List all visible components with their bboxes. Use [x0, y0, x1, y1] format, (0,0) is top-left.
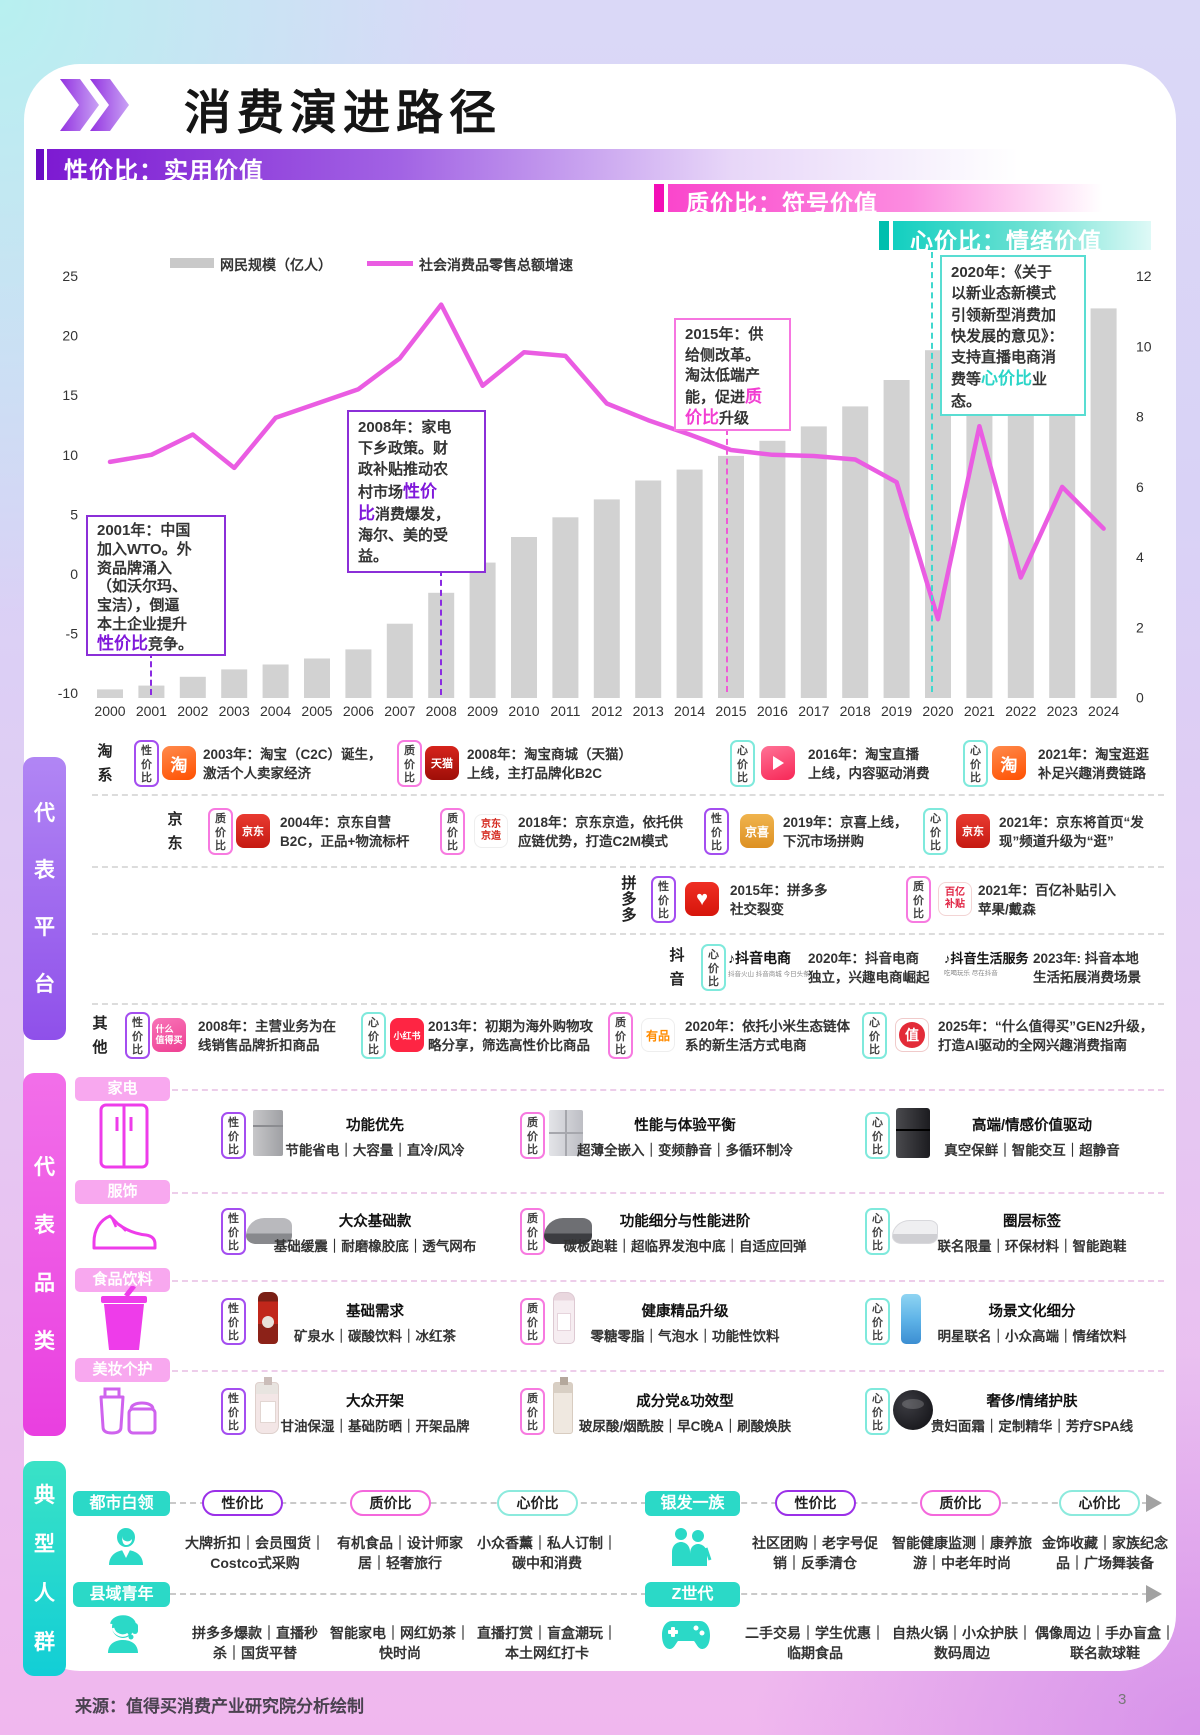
svg-text:2001: 2001 — [136, 703, 167, 719]
svg-text:2021: 2021 — [964, 703, 995, 719]
svg-text:25: 25 — [62, 268, 78, 284]
svg-text:2003: 2003 — [219, 703, 250, 719]
svg-text:10: 10 — [62, 447, 78, 463]
svg-text:-5: -5 — [66, 626, 79, 642]
svg-text:2002: 2002 — [177, 703, 208, 719]
svg-text:2005: 2005 — [301, 703, 332, 719]
svg-text:2006: 2006 — [343, 703, 374, 719]
svg-text:2024: 2024 — [1088, 703, 1119, 719]
svg-text:0: 0 — [70, 566, 78, 582]
svg-text:社会消费品零售总额增速: 社会消费品零售总额增速 — [418, 257, 573, 273]
svg-text:5: 5 — [70, 506, 78, 522]
svg-text:2012: 2012 — [591, 703, 622, 719]
svg-text:15: 15 — [62, 387, 78, 403]
svg-text:2018: 2018 — [840, 703, 871, 719]
svg-text:2019: 2019 — [881, 703, 912, 719]
svg-text:2023: 2023 — [1047, 703, 1078, 719]
svg-text:2016: 2016 — [757, 703, 788, 719]
svg-text:2007: 2007 — [384, 703, 415, 719]
svg-text:2015: 2015 — [715, 703, 746, 719]
svg-text:2017: 2017 — [798, 703, 829, 719]
svg-text:2009: 2009 — [467, 703, 498, 719]
svg-text:2: 2 — [1136, 619, 1144, 635]
svg-text:20: 20 — [62, 328, 78, 344]
svg-text:-10: -10 — [58, 685, 78, 701]
svg-text:2008: 2008 — [426, 703, 457, 719]
svg-text:2010: 2010 — [508, 703, 539, 719]
svg-text:6: 6 — [1136, 479, 1144, 495]
svg-text:网民规模（亿人）: 网民规模（亿人） — [220, 257, 332, 273]
svg-text:10: 10 — [1136, 338, 1152, 354]
svg-text:2000: 2000 — [94, 703, 125, 719]
svg-text:8: 8 — [1136, 409, 1144, 425]
svg-text:2011: 2011 — [550, 703, 580, 719]
svg-text:2013: 2013 — [633, 703, 664, 719]
svg-text:2014: 2014 — [674, 703, 705, 719]
svg-text:2020: 2020 — [922, 703, 953, 719]
svg-text:4: 4 — [1136, 549, 1144, 565]
svg-text:12: 12 — [1136, 268, 1152, 284]
svg-text:2022: 2022 — [1005, 703, 1036, 719]
svg-text:0: 0 — [1136, 690, 1144, 706]
svg-text:2004: 2004 — [260, 703, 291, 719]
